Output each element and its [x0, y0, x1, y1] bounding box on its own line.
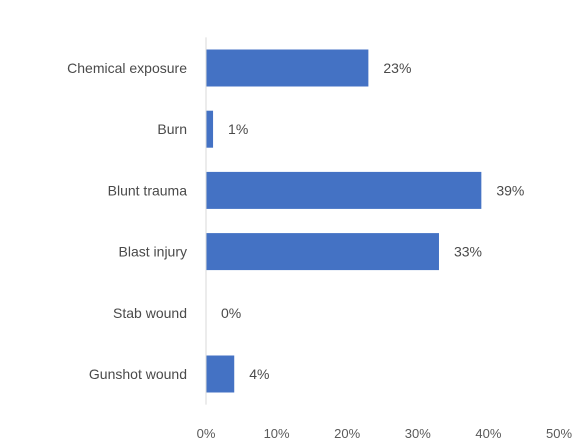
category-label-burn: Burn: [157, 121, 187, 137]
bar-burn: [206, 110, 214, 148]
category-label-blunt-trauma: Blunt trauma: [108, 182, 188, 198]
bar-blast-injury: [206, 233, 439, 271]
data-label-stab-wound: 0%: [221, 305, 241, 321]
bar-chemical-exposure: [206, 49, 369, 87]
x-tick-labels: 0% 10% 20% 30% 40% 50%: [197, 426, 573, 441]
data-labels: 23% 1% 39% 33% 0% 4%: [221, 60, 524, 382]
data-label-burn: 1%: [228, 121, 248, 137]
data-label-blunt-trauma: 39%: [496, 182, 524, 198]
x-tick-label-5: 50%: [546, 426, 572, 441]
category-label-stab-wound: Stab wound: [113, 305, 187, 321]
category-label-gunshot-wound: Gunshot wound: [89, 366, 187, 382]
bar-gunshot-wound: [206, 355, 235, 393]
category-label-blast-injury: Blast injury: [119, 244, 187, 260]
bar-blunt-trauma: [206, 171, 482, 209]
category-label-chemical-exposure: Chemical exposure: [67, 60, 187, 76]
x-tick-label-3: 30%: [405, 426, 431, 441]
x-tick-label-2: 20%: [334, 426, 360, 441]
bars-layer: [206, 49, 482, 393]
x-tick-label-1: 10%: [264, 426, 290, 441]
data-label-gunshot-wound: 4%: [249, 366, 269, 382]
data-label-blast-injury: 33%: [454, 244, 482, 260]
x-tick-label-0: 0%: [197, 426, 216, 441]
x-tick-label-4: 40%: [475, 426, 501, 441]
data-label-chemical-exposure: 23%: [383, 60, 411, 76]
category-labels: Chemical exposure Burn Blunt trauma Blast i…: [67, 60, 187, 382]
